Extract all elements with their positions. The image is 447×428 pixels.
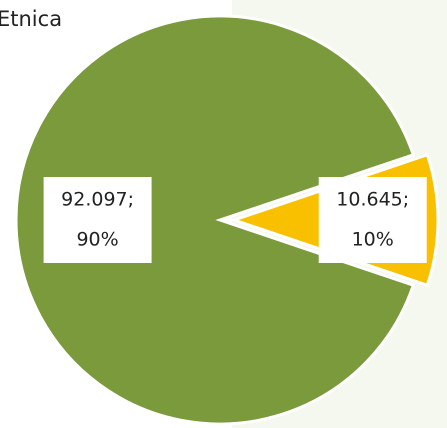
pie-slice xyxy=(14,14,416,426)
data-label-percent: 90% xyxy=(76,229,118,251)
chart-title: Etnica xyxy=(0,7,62,31)
data-label-value: 92.097; xyxy=(61,189,134,211)
data-label-box xyxy=(43,177,152,263)
data-label-value: 10.645; xyxy=(336,189,409,211)
data-label-percent: 10% xyxy=(352,229,394,251)
data-label-box xyxy=(318,177,427,263)
